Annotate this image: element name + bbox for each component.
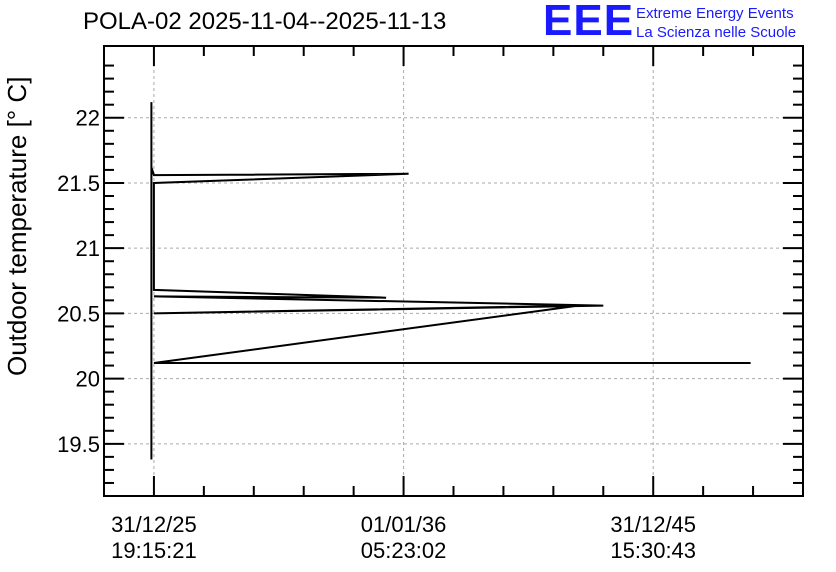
logo-line-2: La Scienza nelle Scuole bbox=[636, 24, 797, 41]
x-tick-label-time: 15:30:43 bbox=[610, 538, 696, 563]
series-line bbox=[150, 102, 751, 460]
y-tick-label: 21.5 bbox=[57, 171, 100, 196]
grid-lines bbox=[104, 46, 803, 496]
y-tick-label: 21 bbox=[76, 236, 100, 261]
y-tick-label: 20.5 bbox=[57, 301, 100, 326]
logo-text: Extreme Energy Events La Scienza nelle S… bbox=[636, 4, 796, 42]
x-tick-label-date: 31/12/25 bbox=[111, 512, 197, 537]
logo-line-1: Extreme Energy Events bbox=[636, 5, 794, 22]
x-tick-label-date: 31/12/45 bbox=[610, 512, 696, 537]
chart-title: POLA-02 2025-11-04--2025-11-13 bbox=[83, 8, 447, 35]
axis-ticks bbox=[103, 46, 804, 497]
y-tick-label: 20 bbox=[76, 367, 100, 392]
y-tick-label: 22 bbox=[76, 106, 100, 131]
x-tick-label-time: 05:23:02 bbox=[361, 538, 447, 563]
x-tick-label-time: 19:15:21 bbox=[111, 538, 197, 563]
y-tick-label: 19.5 bbox=[57, 432, 100, 457]
plot-frame bbox=[103, 45, 804, 497]
logo-letters: EEE bbox=[543, 0, 635, 45]
x-tick-label-date: 01/01/36 bbox=[361, 512, 447, 537]
y-tick-labels: 19.5 20 20.5 21 21.5 22 bbox=[57, 106, 100, 457]
